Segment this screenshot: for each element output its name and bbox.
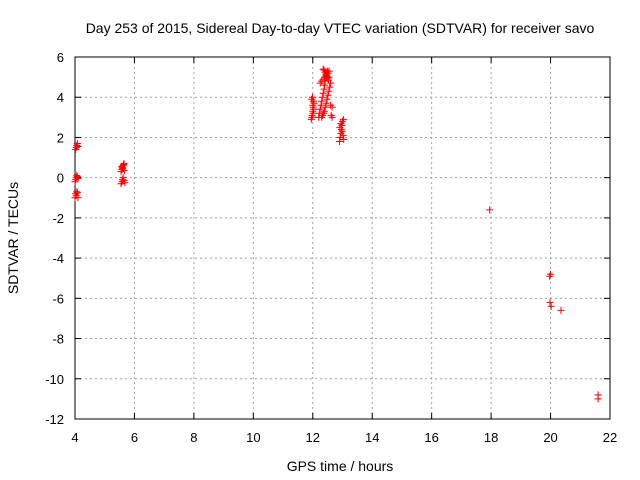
data-point [308, 93, 316, 101]
data-point [547, 270, 555, 278]
data-point [308, 113, 316, 121]
data-point [322, 99, 330, 107]
data-point [119, 161, 127, 169]
x-axis-label: GPS time / hours [287, 458, 394, 474]
data-point [325, 87, 333, 95]
y-tick-label: 0 [57, 171, 64, 186]
x-tick-label: 18 [484, 430, 498, 445]
y-tick-label: -6 [52, 291, 64, 306]
plot-frame [74, 56, 611, 420]
y-tick-label: 6 [57, 50, 64, 65]
data-point [310, 105, 318, 113]
grid-layer [75, 57, 610, 419]
data-point [309, 97, 317, 105]
data-point-layer [71, 65, 602, 403]
data-point [328, 103, 336, 111]
x-tick-label: 8 [190, 430, 197, 445]
data-point [316, 105, 324, 113]
data-point [74, 194, 82, 202]
data-point [325, 67, 333, 75]
data-point [339, 115, 347, 123]
tick-layer [74, 56, 611, 420]
data-point [325, 76, 333, 84]
data-point [318, 97, 326, 105]
x-tick-label: 20 [543, 430, 557, 445]
data-point [326, 83, 334, 91]
y-tick-label: 4 [57, 90, 64, 105]
data-point [73, 172, 81, 180]
y-tick-label: -10 [45, 372, 64, 387]
x-tick-label: 4 [71, 430, 78, 445]
data-point [340, 135, 348, 143]
data-point [73, 189, 81, 197]
x-tick-label: 22 [603, 430, 617, 445]
data-point [119, 174, 127, 182]
x-tick-label: 10 [246, 430, 260, 445]
data-point [318, 93, 326, 101]
data-point [321, 81, 329, 89]
data-point [337, 119, 345, 127]
x-tick-label: 16 [424, 430, 438, 445]
data-point [338, 127, 346, 135]
chart-title: Day 253 of 2015, Sidereal Day-to-day VTE… [86, 20, 595, 36]
y-tick-label: -4 [52, 251, 64, 266]
data-point [336, 123, 344, 131]
data-point [328, 113, 336, 121]
data-point [547, 302, 555, 310]
data-point [74, 175, 82, 183]
data-point [339, 131, 347, 139]
y-tick-label: -12 [45, 412, 64, 427]
y-tick-label: 2 [57, 130, 64, 145]
data-point [546, 298, 554, 306]
data-point [320, 85, 328, 93]
data-point [121, 179, 129, 187]
data-point [73, 188, 81, 196]
tick-label-layer: 4 6 8 10 12 14 16 18 20 22 -12 -10 -8 -6 -4 -2 0 2 4 6 [45, 50, 617, 445]
data-point [319, 89, 327, 97]
data-point [557, 306, 565, 314]
data-point [120, 167, 128, 175]
data-point [74, 142, 82, 150]
x-tick-label: 12 [306, 430, 320, 445]
data-point [319, 65, 327, 73]
y-tick-label: -8 [52, 332, 64, 347]
data-point [320, 107, 328, 115]
data-point [323, 95, 331, 103]
x-tick-label: 14 [365, 430, 379, 445]
data-point [486, 206, 494, 214]
data-point [324, 91, 332, 99]
x-tick-label: 6 [131, 430, 138, 445]
data-point [73, 139, 81, 147]
data-point [309, 101, 317, 109]
y-tick-label: -2 [52, 211, 64, 226]
data-point [336, 137, 344, 145]
data-point [317, 101, 325, 109]
data-point [321, 103, 329, 111]
data-point [309, 109, 317, 117]
y-axis-label: SDTVAR / TECUs [5, 182, 21, 294]
data-point [594, 395, 602, 403]
